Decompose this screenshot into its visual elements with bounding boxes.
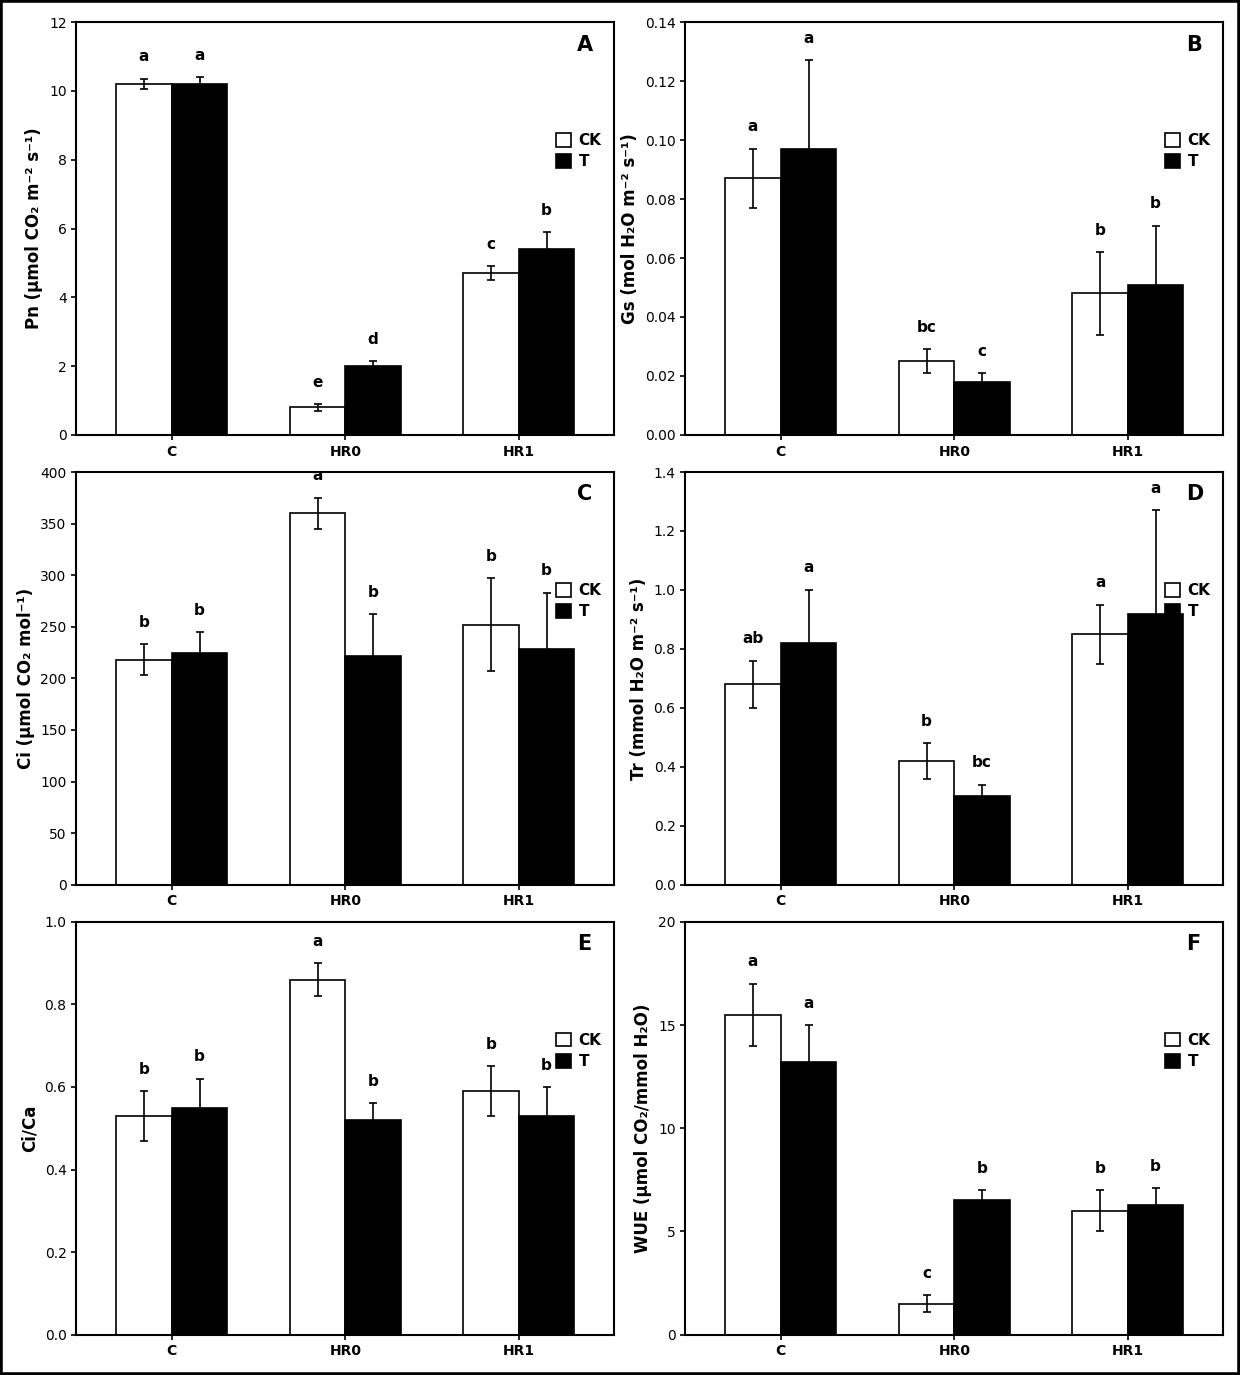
Bar [725,179,781,434]
Text: a: a [312,469,322,484]
Text: b: b [921,714,932,729]
Text: b: b [195,602,205,617]
Y-axis label: Gs (mol H₂O m⁻² s⁻¹): Gs (mol H₂O m⁻² s⁻¹) [621,133,640,324]
Bar [1128,285,1183,434]
Text: b: b [541,564,552,579]
Bar [899,760,955,884]
Text: b: b [195,1049,205,1064]
Text: b: b [1151,197,1161,212]
Text: a: a [195,48,205,63]
Bar [899,1304,955,1335]
Bar [345,1121,401,1335]
Bar [117,1116,172,1335]
Text: b: b [139,1062,150,1077]
Text: a: a [139,49,149,65]
Text: b: b [1151,1159,1161,1174]
Bar [1073,634,1128,884]
Text: b: b [139,615,150,630]
Bar [1128,613,1183,884]
Text: bc: bc [916,320,936,336]
Bar [117,660,172,884]
Legend: CK, T: CK, T [556,133,601,169]
Text: C: C [577,484,591,505]
Text: F: F [1185,934,1200,954]
Text: a: a [804,561,813,576]
Bar [345,366,401,434]
Text: a: a [312,934,322,949]
Bar [1073,293,1128,434]
Y-axis label: WUE (μmol CO₂/mmol H₂O): WUE (μmol CO₂/mmol H₂O) [635,1004,652,1253]
Text: bc: bc [972,755,992,770]
Text: c: c [977,344,987,359]
Y-axis label: Ci/Ca: Ci/Ca [21,1104,38,1152]
Text: b: b [977,1160,987,1176]
Text: b: b [486,1037,496,1052]
Text: d: d [368,331,378,346]
Legend: CK, T: CK, T [1164,1033,1210,1068]
Bar [345,656,401,884]
Legend: CK, T: CK, T [556,1033,601,1068]
Text: c: c [486,236,496,252]
Bar [290,979,345,1335]
Legend: CK, T: CK, T [556,583,601,619]
Legend: CK, T: CK, T [1164,583,1210,619]
Bar [1128,1204,1183,1335]
Text: a: a [1095,575,1105,590]
Text: ab: ab [743,631,764,646]
Y-axis label: Ci (μmol CO₂ mol⁻¹): Ci (μmol CO₂ mol⁻¹) [16,588,35,769]
Bar [518,249,574,434]
Text: b: b [1095,1160,1106,1176]
Text: e: e [312,374,322,389]
Text: b: b [486,549,496,564]
Bar [290,513,345,884]
Bar [1073,1211,1128,1335]
Y-axis label: Pn (μmol CO₂ m⁻² s⁻¹): Pn (μmol CO₂ m⁻² s⁻¹) [25,128,43,330]
Text: a: a [748,954,758,969]
Text: a: a [804,32,813,45]
Bar [781,1063,836,1335]
Text: b: b [1095,223,1106,238]
Bar [725,685,781,884]
Bar [172,84,227,434]
Bar [464,274,518,434]
Bar [518,1116,574,1335]
Y-axis label: Tr (mmol H₂O m⁻² s⁻¹): Tr (mmol H₂O m⁻² s⁻¹) [630,578,649,780]
Bar [290,407,345,434]
Text: E: E [577,934,591,954]
Bar [955,382,1009,434]
Text: b: b [541,202,552,217]
Bar [955,796,1009,884]
Text: b: b [368,584,378,600]
Text: b: b [368,1074,378,1089]
Text: c: c [923,1266,931,1282]
Bar [172,653,227,884]
Bar [464,1092,518,1335]
Bar [781,644,836,884]
Text: A: A [577,34,593,55]
Text: D: D [1185,484,1203,505]
Bar [899,362,955,434]
Text: a: a [1151,481,1161,496]
Bar [955,1200,1009,1335]
Bar [464,624,518,884]
Text: b: b [541,1057,552,1072]
Text: a: a [748,120,758,135]
Bar [725,1015,781,1335]
Bar [781,148,836,434]
Bar [172,1108,227,1335]
Bar [518,649,574,884]
Legend: CK, T: CK, T [1164,133,1210,169]
Bar [117,84,172,434]
Text: B: B [1185,34,1202,55]
Text: a: a [804,996,813,1011]
